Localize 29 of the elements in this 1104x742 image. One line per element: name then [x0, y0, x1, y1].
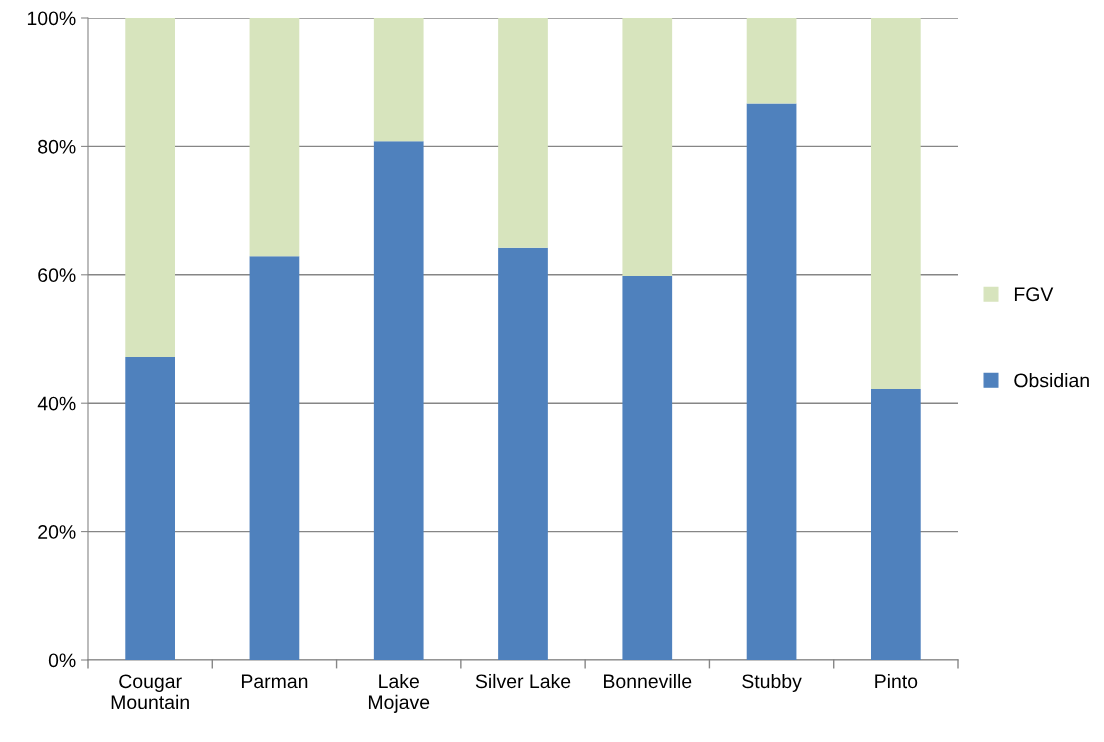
bar: [871, 18, 921, 390]
x-tick-label: Stubby: [742, 673, 802, 693]
bar: [249, 18, 300, 257]
y-tick-label: 60%: [38, 268, 76, 283]
bar: [871, 389, 921, 660]
legend-label: Obsidian: [1014, 373, 1089, 388]
x-tick-label: Lake Mojave: [368, 673, 430, 713]
x-tick-label: Cougar Mountain: [111, 674, 189, 710]
y-tick-label: 20%: [38, 525, 76, 539]
bar: [622, 18, 673, 277]
bar: [249, 256, 300, 660]
y-tick-label: 100%: [27, 11, 76, 26]
bar: [498, 247, 548, 660]
y-tick-label: 80%: [38, 139, 76, 154]
bar: [746, 18, 797, 104]
bar: [373, 141, 424, 660]
bar: [373, 18, 424, 142]
y-tick-label: 40%: [37, 396, 76, 411]
y-tick-label: 0%: [48, 653, 76, 668]
bar: [622, 276, 673, 660]
bar: [746, 103, 797, 660]
legend-label: FGV: [1014, 287, 1054, 302]
x-tick-label: Pinto: [875, 673, 918, 689]
x-tick-label: Parman: [241, 674, 308, 689]
x-tick-label: Silver Lake: [475, 673, 571, 689]
x-tick-label: Bonneville: [604, 673, 692, 689]
bar: [125, 356, 175, 660]
bar: [125, 18, 175, 357]
bar: [498, 18, 548, 248]
